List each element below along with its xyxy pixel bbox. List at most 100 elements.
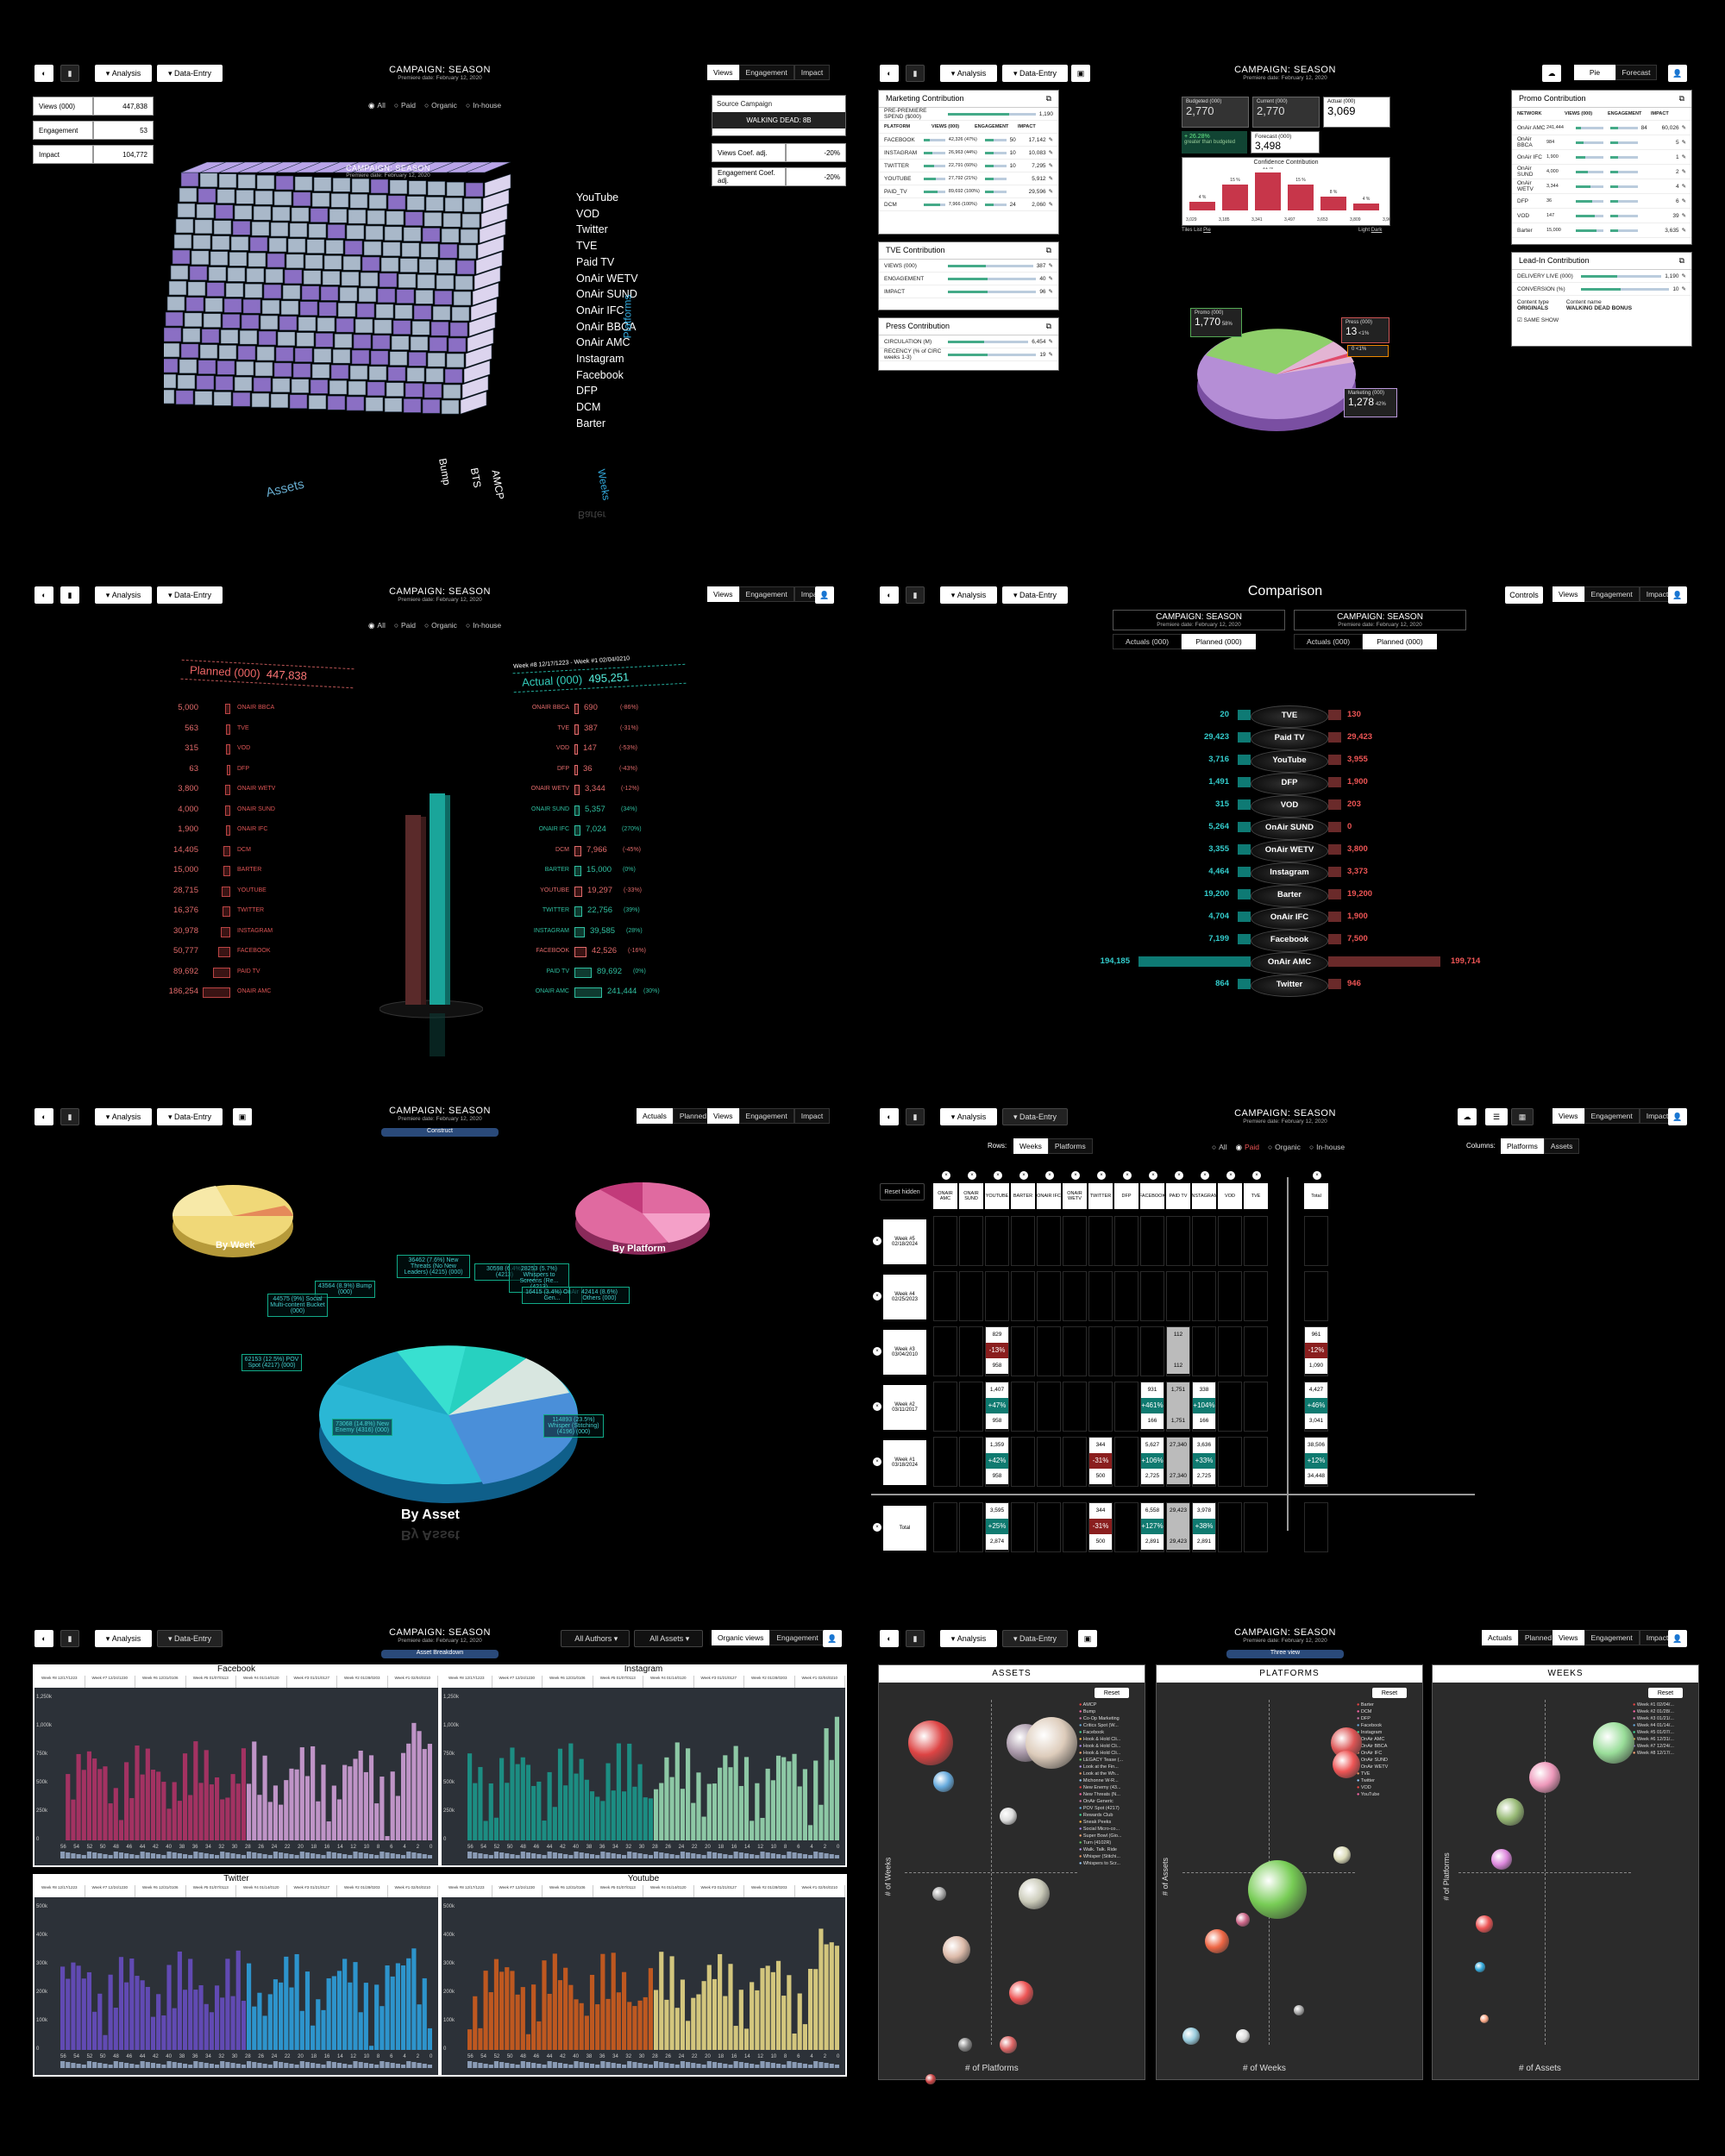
- user-icon[interactable]: 👤: [815, 586, 834, 604]
- grid-cell[interactable]: [187, 281, 206, 297]
- grid-cell[interactable]: [367, 381, 386, 397]
- legend-item[interactable]: ● OnAir WETV: [1357, 1764, 1388, 1771]
- grid-cell[interactable]: [164, 342, 180, 358]
- matrix-cell[interactable]: [1192, 1326, 1216, 1376]
- matrix-cell[interactable]: [959, 1437, 983, 1487]
- histogram-bar[interactable]: [563, 1967, 568, 2050]
- histogram-bar[interactable]: [118, 1820, 124, 1840]
- column-header[interactable]: Total: [1304, 1183, 1328, 1209]
- grid-cell[interactable]: [294, 176, 313, 191]
- histogram-bar[interactable]: [755, 1783, 760, 1840]
- legend-item[interactable]: ● DFP: [1357, 1715, 1388, 1722]
- grid-cell[interactable]: [399, 258, 418, 273]
- matrix-cell[interactable]: [959, 1382, 983, 1432]
- column-header[interactable]: ONAIR WETV: [1063, 1183, 1087, 1209]
- user-icon[interactable]: 👤: [1668, 586, 1687, 604]
- row-header[interactable]: Week #3 03/04/2010: [883, 1330, 926, 1375]
- legend-item[interactable]: ● Hook & Hold Cli...: [1079, 1736, 1123, 1743]
- grid-cell[interactable]: [232, 392, 251, 407]
- grid-cell[interactable]: [363, 241, 382, 256]
- column-header[interactable]: YOUTUBE: [985, 1183, 1009, 1209]
- data-entry-dropdown[interactable]: ▾ Data-Entry: [1002, 1108, 1068, 1125]
- grid-cell[interactable]: [444, 368, 463, 384]
- tve-row[interactable]: VIEWS (000) 387 ✎: [879, 260, 1058, 273]
- histogram-bar[interactable]: [220, 1997, 225, 2050]
- grid-cell[interactable]: [177, 374, 196, 390]
- grid-cell[interactable]: [368, 194, 387, 210]
- views-slider[interactable]: [1576, 170, 1603, 173]
- histogram-bar[interactable]: [781, 1757, 787, 1840]
- column-header[interactable]: DFP: [1114, 1183, 1138, 1209]
- grid-cell[interactable]: [249, 236, 268, 252]
- column-header[interactable]: ONAIR IFC: [1037, 1183, 1061, 1209]
- grid-cell[interactable]: [372, 335, 391, 350]
- grid-cell[interactable]: [361, 256, 380, 272]
- histogram-bar[interactable]: [802, 1769, 807, 1840]
- tab-forecast[interactable]: Forecast: [1615, 65, 1657, 80]
- bubble[interactable]: [1480, 2015, 1489, 2023]
- analysis-dropdown[interactable]: ▾ Analysis: [95, 1108, 152, 1125]
- asset-callout[interactable]: 16415 (3.4%) OnAir Gen...: [522, 1287, 582, 1304]
- grid-cell[interactable]: [242, 298, 261, 314]
- histogram-bar[interactable]: [161, 1782, 166, 1840]
- histogram-bar[interactable]: [348, 1982, 353, 2050]
- histogram-bar[interactable]: [235, 1950, 241, 2050]
- chart-view-button[interactable]: ▮: [60, 65, 79, 82]
- grid-cell[interactable]: [322, 271, 341, 285]
- grid-cell[interactable]: [310, 379, 329, 394]
- confidence-bar[interactable]: [1255, 172, 1281, 210]
- legend-item[interactable]: ● Twitter: [1357, 1777, 1388, 1784]
- histogram-bar[interactable]: [230, 1774, 235, 1840]
- matrix-cell[interactable]: [1218, 1216, 1242, 1266]
- matrix-cell[interactable]: [1114, 1382, 1138, 1432]
- matrix-cell[interactable]: [1304, 1271, 1328, 1321]
- matrix-cell[interactable]: [1304, 1437, 1328, 1487]
- grid-cell[interactable]: [403, 227, 422, 241]
- engagement-coef[interactable]: Engagement Coef. adj. -20%: [712, 167, 846, 186]
- histogram-bar[interactable]: [627, 2002, 632, 2050]
- histogram-bar[interactable]: [802, 2024, 807, 2050]
- histogram-bar[interactable]: [321, 2009, 326, 2050]
- grid-cell[interactable]: [455, 275, 474, 291]
- legend-item[interactable]: ● Instagram: [1357, 1729, 1388, 1736]
- grid-cell[interactable]: [423, 383, 442, 398]
- histogram-bar[interactable]: [674, 1742, 680, 1840]
- views-slider[interactable]: [924, 151, 945, 154]
- grid-cell[interactable]: [256, 346, 275, 361]
- column-toggle-icon[interactable]: ×: [1201, 1171, 1209, 1180]
- grid-cell[interactable]: [320, 286, 339, 301]
- chart-view-button[interactable]: ▮: [906, 586, 925, 604]
- tab-engagement[interactable]: Engagement: [1584, 1108, 1640, 1124]
- bubble[interactable]: [1236, 1913, 1250, 1927]
- reset-button[interactable]: Reset: [1095, 1688, 1129, 1698]
- grid-cell[interactable]: [251, 221, 270, 236]
- grid-cell[interactable]: [446, 181, 465, 197]
- histogram-bar[interactable]: [225, 1959, 230, 2050]
- histogram-bar[interactable]: [701, 1816, 706, 1840]
- edit-icon[interactable]: ✎: [1048, 352, 1053, 358]
- histogram-plot[interactable]: Week #8 12/17/1223 Week #7 12/24/1230 Week…: [442, 1676, 845, 1865]
- matrix-value[interactable]: 3,978 +38% 2,891: [1193, 1503, 1215, 1551]
- views-slider[interactable]: [924, 164, 945, 167]
- matrix-cell[interactable]: [1114, 1437, 1138, 1487]
- legend-item[interactable]: ● Michonne W-R...: [1079, 1777, 1123, 1784]
- grid-cell[interactable]: [332, 178, 351, 192]
- histogram-bar[interactable]: [515, 1764, 520, 1840]
- grid-cell[interactable]: [272, 378, 291, 393]
- column-toggle-icon[interactable]: ×: [1071, 1171, 1080, 1180]
- histogram-bar[interactable]: [787, 1761, 792, 1840]
- matrix-cell[interactable]: [1011, 1271, 1035, 1321]
- histogram-bar[interactable]: [182, 1753, 188, 1840]
- grid-cell[interactable]: [258, 330, 277, 346]
- matrix-cell[interactable]: [1088, 1271, 1113, 1321]
- grid-cell[interactable]: [237, 345, 256, 360]
- grid-cell[interactable]: [192, 235, 211, 250]
- grid-cell[interactable]: [270, 393, 289, 409]
- data-entry-dropdown[interactable]: ▾ Data-Entry: [1002, 586, 1068, 604]
- matrix-cell[interactable]: [1218, 1502, 1242, 1552]
- histogram-bar[interactable]: [531, 1785, 536, 1840]
- matrix-cell[interactable]: [1218, 1326, 1242, 1376]
- grid-cell[interactable]: [436, 274, 455, 290]
- matrix-cell[interactable]: [1192, 1216, 1216, 1266]
- histogram-bar[interactable]: [294, 1769, 299, 1840]
